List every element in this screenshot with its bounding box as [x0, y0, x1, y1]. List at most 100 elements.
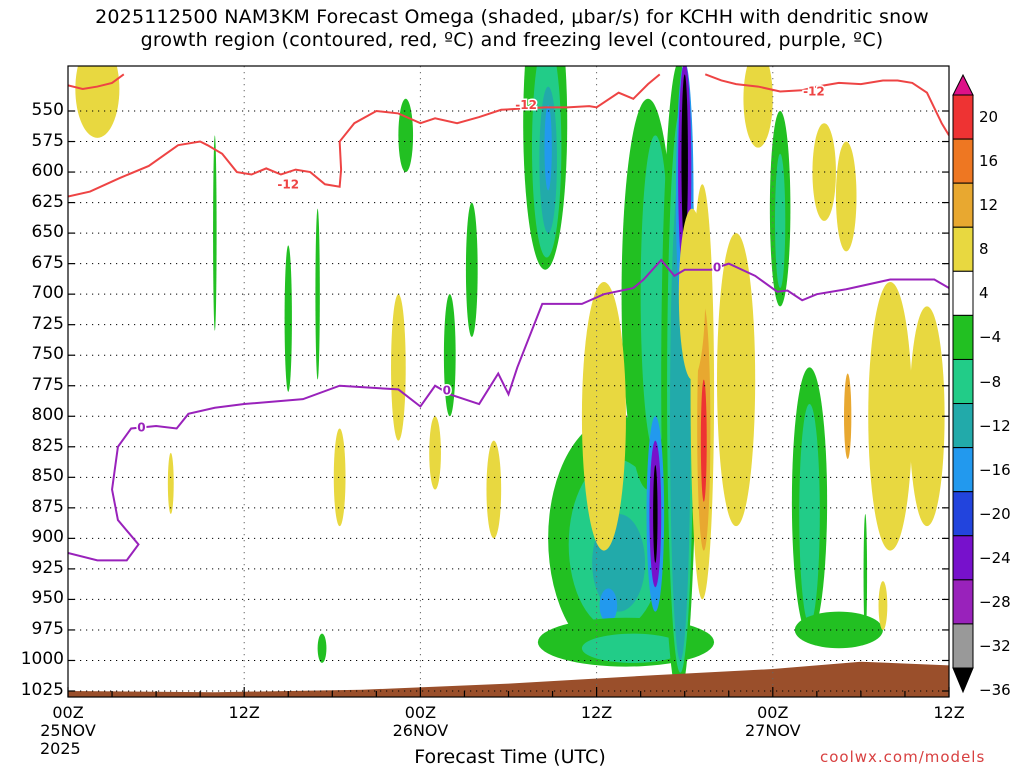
y-tick-label-600: 600: [31, 161, 64, 182]
colorbar-label-4: 4: [979, 284, 989, 303]
y-tick-label-650: 650: [31, 222, 64, 243]
omega-orange-1: [844, 373, 852, 459]
omega-yellow-2: [167, 452, 174, 514]
colorbar-box-4: [952, 270, 974, 316]
colorbar-label-0: 20: [979, 108, 999, 127]
colorbar-box-0: [952, 94, 974, 140]
y-tick-label-850: 850: [31, 466, 64, 487]
y-tick-label-700: 700: [31, 283, 64, 304]
y-tick-label-550: 550: [31, 100, 64, 120]
omega-small-green-3: [315, 208, 320, 380]
freezing-label-1: 0: [137, 420, 145, 434]
terrain-ground: [68, 661, 949, 697]
colorbar-label-13: −36: [979, 681, 1011, 700]
colorbar-label-8: −16: [979, 460, 1011, 479]
y-tick-label-900: 900: [31, 527, 64, 548]
dendritic-contour-upper-left: [68, 73, 125, 91]
dendritic-label-1: -12: [277, 177, 299, 191]
colorbar-label-7: −12: [979, 416, 1011, 435]
omega-secondary-teal: [799, 404, 820, 624]
colorbar: [952, 73, 974, 694]
y-tick-label-750: 750: [31, 344, 64, 365]
omega-yellow-15: [878, 581, 888, 630]
y-tick-label-800: 800: [31, 405, 64, 426]
x-date-label-2: 26NOV: [392, 721, 449, 740]
omega-yellow-7: [581, 281, 626, 551]
omega-descent-red: [700, 379, 707, 502]
colorbar-label-3: 8: [979, 240, 989, 259]
dendritic-contour-lower: [68, 73, 661, 198]
chart-title-line1: 2025112500 NAM3KM Forecast Omega (shaded…: [95, 6, 929, 28]
colorbar-box-10: [952, 535, 974, 581]
omega-small-green-4: [398, 98, 414, 173]
y-tick-label-950: 950: [31, 588, 64, 609]
y-tick-label-875: 875: [31, 496, 64, 517]
chart-title-line2: growth region (contoured, red, ºC) and f…: [140, 29, 884, 51]
credit-text: coolwx.com/models: [820, 748, 986, 766]
x-axis-title: Forecast Time (UTC): [414, 746, 606, 768]
omega-yellow-5: [429, 416, 441, 490]
omega-secondary-low-green: [794, 611, 883, 649]
omega-small-green-7: [317, 633, 327, 663]
colorbar-box-5: [952, 314, 974, 360]
x-date-label-4: 27NOV: [745, 721, 801, 740]
colorbar-label-6: −8: [979, 372, 1002, 391]
y-tick-label-1000: 1000: [20, 649, 64, 670]
x-tick-label-3: 12Z: [580, 703, 613, 722]
y-tick-label-675: 675: [31, 252, 64, 273]
omega-yellow-9: [717, 233, 756, 527]
omega-upper-column-blue: [544, 104, 552, 191]
colorbar-label-12: −32: [979, 636, 1011, 655]
omega-small-green-5: [443, 294, 456, 417]
omega-main-column-black-low: [653, 465, 658, 563]
colorbar-label-10: −24: [979, 548, 1011, 567]
colorbar-box-2: [952, 182, 974, 228]
x-tick-label-4: 00Z: [757, 703, 789, 722]
colorbar-box-3: [952, 226, 974, 272]
colorbar-label-2: 12: [979, 196, 999, 215]
y-tick-label-775: 775: [31, 374, 64, 395]
omega-upper-right-teal: [775, 153, 786, 289]
dendritic-label-3: -12: [803, 84, 825, 98]
colorbar-label-1: 16: [979, 152, 999, 171]
x-tick-label-1: 12Z: [228, 703, 260, 722]
colorbar-box-6: [952, 358, 974, 405]
omega-small-green-6: [465, 202, 478, 337]
omega-yellow-3: [333, 428, 346, 527]
y-tick-label-825: 825: [31, 435, 64, 456]
colorbar-box-1: [952, 138, 974, 184]
freezing-label-3: 0: [713, 260, 721, 274]
omega-small-green-1: [213, 135, 217, 331]
omega-yellow-10: [743, 66, 773, 148]
colorbar-box-7: [952, 403, 974, 449]
y-tick-label-925: 925: [31, 557, 64, 578]
x-tick-label-2: 00Z: [404, 703, 437, 722]
colorbar-box-12: [952, 623, 974, 669]
y-tick-label-625: 625: [31, 191, 64, 212]
freezing-label-2: 0: [443, 384, 451, 398]
dendritic-contour-upper-right: [704, 73, 949, 136]
omega-yellow-4: [391, 294, 406, 441]
colorbar-label-9: −20: [979, 504, 1011, 523]
colorbar-top-arrow: [952, 73, 974, 96]
omega-yellow-12: [835, 141, 857, 252]
colorbar-box-9: [952, 491, 974, 537]
omega-region-near-surface-teal: [581, 633, 685, 663]
y-tick-label-725: 725: [31, 313, 64, 334]
colorbar-box-8: [952, 447, 974, 493]
x-axis-year: 2025: [40, 739, 81, 758]
omega-region-lowlevel-blue: [599, 588, 618, 623]
colorbar-label-5: −4: [979, 328, 1002, 347]
x-tick-label-5: 12Z: [933, 703, 965, 722]
dendritic-label-2: -12: [515, 98, 537, 112]
colorbar-box-11: [952, 579, 974, 625]
y-tick-label-975: 975: [31, 618, 64, 639]
y-tick-label-575: 575: [31, 130, 64, 151]
omega-small-green-2: [284, 245, 292, 392]
omega-yellow-6: [486, 440, 502, 539]
omega-small-green-8: [863, 513, 868, 637]
colorbar-label-11: −28: [979, 592, 1011, 611]
y-tick-label-1025: 1025: [20, 680, 64, 700]
freezing-level-contour: [68, 258, 949, 562]
